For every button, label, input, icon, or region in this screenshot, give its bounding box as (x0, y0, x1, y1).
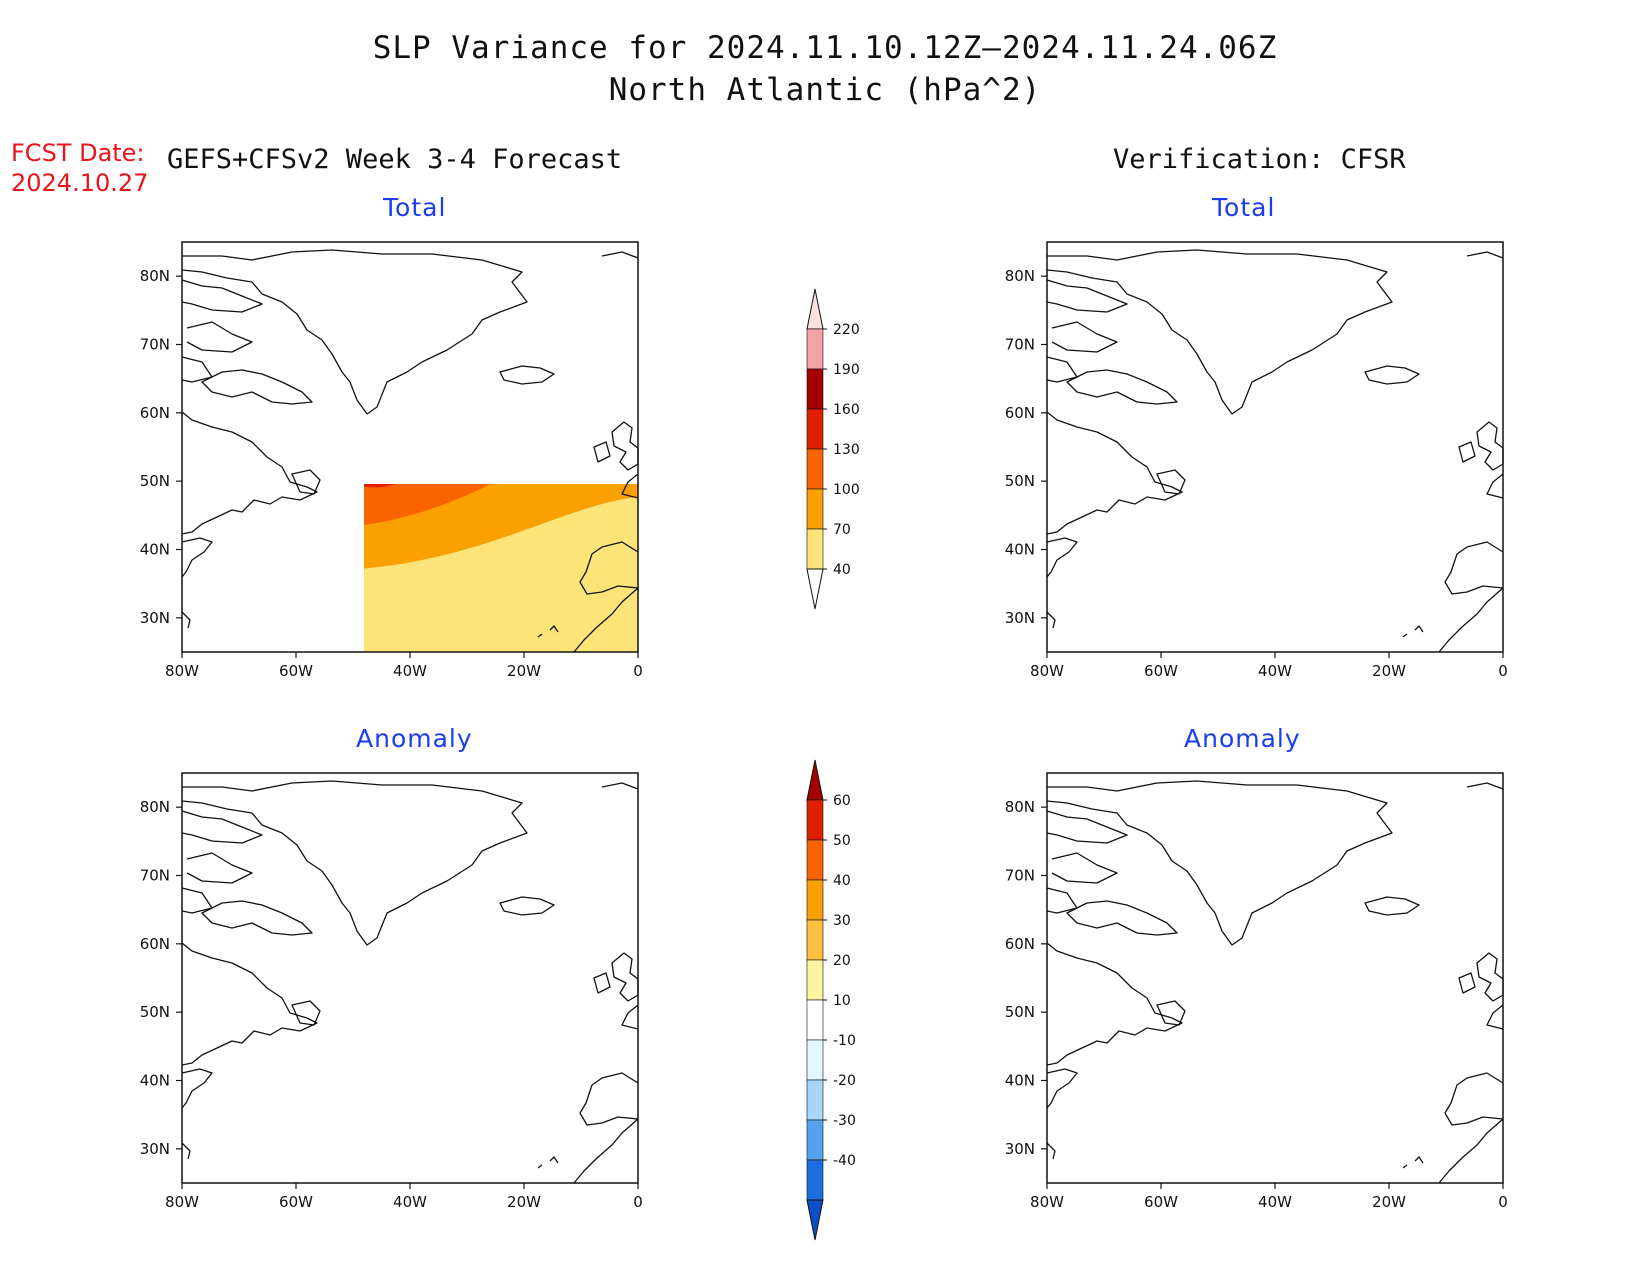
lat-tick-label: 60N (1005, 404, 1035, 422)
colorbar-anomaly-label: 50 (833, 833, 851, 849)
forecast-total-title: Total (383, 193, 447, 222)
colorbar-anomaly-swatch (806, 879, 824, 921)
lon-tick-label: 80W (165, 1193, 199, 1211)
lon-tick-label: 20W (507, 1193, 541, 1211)
lon-tick-label: 20W (1372, 662, 1406, 680)
lon-tick-label: 60W (279, 662, 313, 680)
forecast-anomaly-map (181, 772, 639, 1184)
lat-tick-label: 70N (140, 867, 170, 885)
lat-tick-label: 30N (140, 1140, 170, 1158)
colorbar-anomaly-label: 60 (833, 793, 851, 809)
fcst-date-label: FCST Date: (11, 139, 145, 167)
colorbar-anomaly-swatch (806, 999, 824, 1041)
right-column-heading: Verification: CFSR (1113, 144, 1406, 175)
colorbar-total-label: 40 (833, 562, 851, 578)
lon-tick-label: 40W (393, 662, 427, 680)
lon-tick-label: 40W (393, 1193, 427, 1211)
lon-tick-label: 80W (1030, 1193, 1064, 1211)
lat-tick-label: 70N (1005, 336, 1035, 354)
colorbar-anomaly-min-arrow (806, 1199, 824, 1241)
colorbar-anomaly-label: 20 (833, 953, 851, 969)
colorbar-total-min-arrow (806, 568, 824, 610)
verification-anomaly-map (1046, 772, 1504, 1184)
colorbar-total-max-arrow (806, 288, 824, 330)
colorbar-total-label: 130 (833, 442, 860, 458)
fcst-date-value: 2024.10.27 (11, 169, 149, 197)
lat-tick-label: 70N (1005, 867, 1035, 885)
lon-tick-label: 0 (1498, 1193, 1508, 1211)
title-line-1: SLP Variance for 2024.11.10.12Z–2024.11.… (372, 30, 1278, 66)
lon-tick-label: 20W (507, 662, 541, 680)
axis-ticks: 80N 70N 60N 50N 40N 30N 80W 60W 40W 20W 0 80N 70N 60N… (140, 267, 1508, 1211)
lat-tick-label: 60N (1005, 935, 1035, 953)
lon-tick-label: 40W (1258, 1193, 1292, 1211)
colorbar-anomaly-swatch (806, 839, 824, 881)
lat-tick-label: 40N (1005, 1072, 1035, 1090)
colorbar-anomaly-label: 10 (833, 993, 851, 1009)
colorbar-total-swatch (806, 528, 824, 570)
colorbar-anomaly-label: 40 (833, 873, 851, 889)
verification-total-title: Total (1212, 193, 1276, 222)
colorbar-total-label: 160 (833, 402, 860, 418)
colorbar-anomaly-swatch (806, 1119, 824, 1161)
colorbar-anomaly-swatch (806, 959, 824, 1001)
lon-tick-label: 0 (1498, 662, 1508, 680)
lon-tick-label: 40W (1258, 662, 1292, 680)
lat-tick-label: 30N (1005, 609, 1035, 627)
lat-tick-label: 40N (140, 541, 170, 559)
colorbar-anomaly-label: -30 (833, 1113, 856, 1129)
colorbar-anomaly-max-arrow (806, 759, 824, 801)
left-column-heading: GEFS+CFSv2 Week 3-4 Forecast (167, 144, 623, 175)
lat-tick-label: 30N (1005, 1140, 1035, 1158)
colorbar-total-swatch (806, 328, 824, 370)
title-line-2: North Atlantic (hPa^2) (608, 72, 1042, 108)
colorbar-anomaly-swatch (806, 919, 824, 961)
colorbar-total-label: 70 (833, 522, 851, 538)
lat-tick-label: 50N (1005, 1003, 1035, 1021)
lat-tick-label: 40N (1005, 541, 1035, 559)
colorbar-anomaly: 60 50 40 30 20 10 -10 -20 -30 -40 (806, 759, 856, 1241)
colorbar-total-swatch (806, 448, 824, 490)
lon-tick-label: 60W (279, 1193, 313, 1211)
lat-tick-label: 50N (1005, 472, 1035, 490)
colorbar-total-swatch (806, 488, 824, 530)
lat-tick-label: 70N (140, 336, 170, 354)
lon-tick-label: 20W (1372, 1193, 1406, 1211)
colorbar-total-swatch (806, 408, 824, 450)
lon-tick-label: 60W (1144, 662, 1178, 680)
colorbar-anomaly-label: -10 (833, 1033, 856, 1049)
forecast-total-map (181, 241, 639, 653)
colorbar-total-label: 190 (833, 362, 860, 378)
verification-anomaly-title: Anomaly (1184, 724, 1301, 753)
colorbar-total-label: 100 (833, 482, 860, 498)
verification-total-map (1046, 241, 1504, 653)
colorbar-anomaly-label: -20 (833, 1073, 856, 1089)
lon-tick-label: 0 (633, 1193, 643, 1211)
lat-tick-label: 80N (140, 267, 170, 285)
colorbar-anomaly-swatch (806, 1079, 824, 1121)
colorbar-anomaly-swatch (806, 1039, 824, 1081)
lat-tick-label: 30N (140, 609, 170, 627)
lat-tick-label: 50N (140, 1003, 170, 1021)
colorbar-total-label: 220 (833, 322, 860, 338)
lat-tick-label: 60N (140, 935, 170, 953)
lat-tick-label: 40N (140, 1072, 170, 1090)
lat-tick-label: 60N (140, 404, 170, 422)
lon-tick-label: 60W (1144, 1193, 1178, 1211)
lon-tick-label: 80W (165, 662, 199, 680)
colorbar-anomaly-swatch (806, 1159, 824, 1201)
colorbar-anomaly-label: -40 (833, 1153, 856, 1169)
colorbar-anomaly-swatch (806, 799, 824, 841)
colorbar-total-swatch (806, 368, 824, 410)
forecast-anomaly-title: Anomaly (356, 724, 473, 753)
lat-tick-label: 80N (140, 798, 170, 816)
lat-tick-label: 80N (1005, 267, 1035, 285)
colorbar-anomaly-label: 30 (833, 913, 851, 929)
colorbar-total: 220 190 160 130 100 70 40 (806, 288, 860, 610)
lat-tick-label: 80N (1005, 798, 1035, 816)
lon-tick-label: 80W (1030, 662, 1064, 680)
lat-tick-label: 50N (140, 472, 170, 490)
lon-tick-label: 0 (633, 662, 643, 680)
